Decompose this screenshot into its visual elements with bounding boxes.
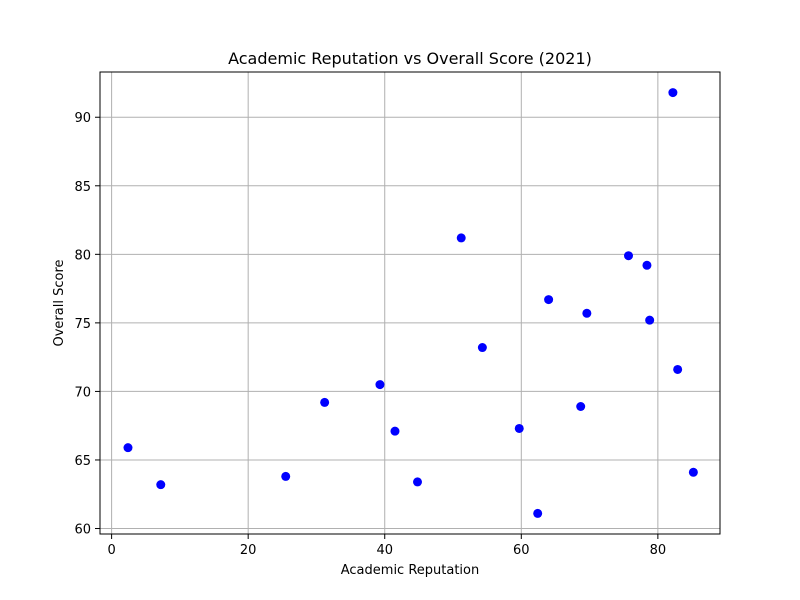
data-point [582, 308, 592, 318]
data-point [320, 397, 330, 407]
data-point [576, 402, 586, 412]
x-axis-ticks: 0 20 40 60 80 [107, 534, 666, 558]
chart-title: Academic Reputation vs Overall Score (20… [228, 49, 592, 68]
data-point [456, 233, 466, 243]
x-tick-label: 20 [240, 543, 257, 558]
y-tick-label: 75 [74, 317, 91, 332]
data-point [390, 426, 400, 436]
y-tick-label: 90 [74, 111, 91, 126]
x-tick-label: 80 [650, 543, 667, 558]
data-point [645, 315, 655, 325]
data-point [156, 480, 166, 490]
data-point [413, 477, 423, 487]
data-point [477, 343, 487, 353]
x-tick-label: 60 [513, 543, 530, 558]
data-point [375, 380, 385, 390]
data-point [642, 260, 652, 270]
data-point [673, 364, 683, 374]
x-tick-label: 0 [107, 543, 115, 558]
data-point [624, 251, 634, 261]
data-point [668, 88, 678, 98]
x-tick-label: 40 [376, 543, 393, 558]
y-tick-label: 85 [74, 180, 91, 195]
data-point [533, 508, 543, 518]
data-points [123, 88, 698, 518]
x-axis-label: Academic Reputation [341, 563, 480, 578]
data-point [688, 467, 698, 477]
y-tick-label: 70 [74, 385, 91, 400]
plot-frame [99, 71, 721, 535]
y-tick-label: 60 [74, 523, 91, 538]
y-tick-label: 65 [74, 454, 91, 469]
data-point [514, 423, 524, 433]
grid-lines [100, 72, 720, 534]
y-tick-label: 80 [74, 248, 91, 263]
y-axis-ticks: 60 65 70 75 80 85 90 [74, 111, 100, 538]
data-point [281, 471, 291, 481]
data-point [544, 295, 554, 305]
y-axis-label: Overall Score [52, 259, 67, 346]
data-point [123, 443, 133, 453]
